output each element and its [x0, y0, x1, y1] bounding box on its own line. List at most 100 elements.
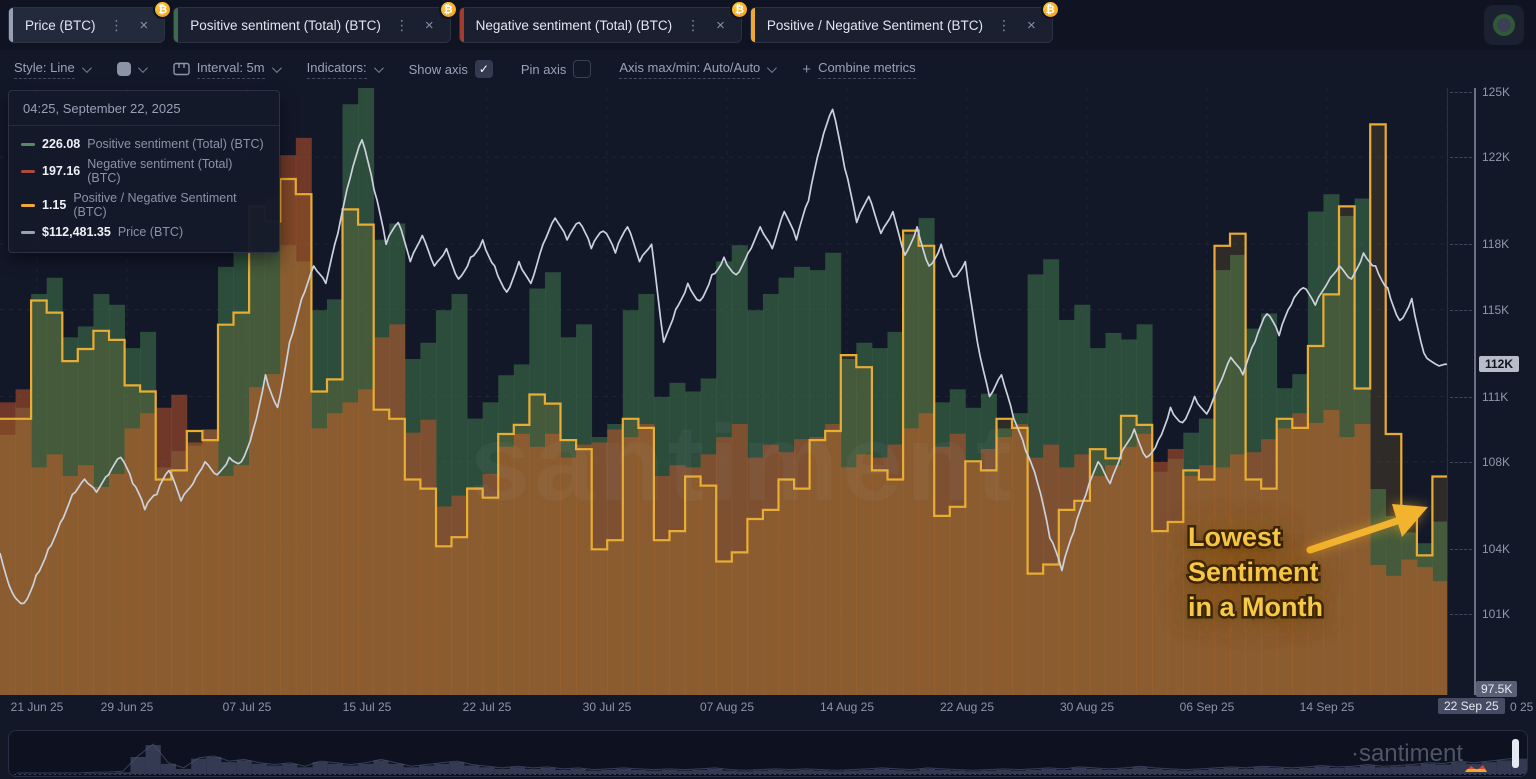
price-axis-line	[1474, 88, 1476, 695]
axis-tick-dash	[1450, 244, 1472, 246]
tab-metric-3[interactable]: Positive / Negative Sentiment (BTC) ⋮ × ₿	[749, 0, 1060, 43]
tab-menu-icon[interactable]: ⋮	[997, 16, 1012, 33]
santiment-logo-mark	[1465, 765, 1487, 772]
price-axis-label: 118K	[1482, 237, 1510, 252]
price-axis-label: 125K	[1482, 85, 1511, 99]
series-color-dash	[21, 230, 35, 234]
bitcoin-badge-icon: ₿	[729, 0, 749, 19]
minimap-canvas	[9, 743, 1527, 775]
tooltip-rows: 226.08 Positive sentiment (Total) (BTC) 19…	[9, 134, 279, 242]
tab-close-icon[interactable]: ×	[716, 16, 725, 34]
date-axis-label: 07 Aug 25	[699, 700, 755, 714]
axis-tick-dash	[1450, 548, 1472, 550]
style-label: Style: Line	[14, 60, 75, 79]
indicators-label: Indicators:	[306, 60, 367, 79]
tab-close-icon[interactable]: ×	[139, 16, 149, 34]
profile-button[interactable]	[1484, 5, 1524, 45]
pin-axis-toggle[interactable]: Pin axis	[521, 60, 592, 78]
axis-tick-dash	[1450, 157, 1472, 159]
tab-menu-icon[interactable]: ⋮	[394, 16, 409, 33]
axis-tick-dash	[1450, 396, 1472, 398]
tab-close-icon[interactable]: ×	[1027, 16, 1036, 34]
indicators-dropdown[interactable]: Indicators:	[306, 60, 384, 79]
tab-accent-bar	[9, 8, 13, 42]
date-axis-label: 21 Jun 25	[10, 700, 64, 714]
combine-metrics-button[interactable]: + Combine metrics	[802, 60, 916, 79]
date-axis-label: 14 Aug 25	[819, 700, 875, 714]
tab-strip: Price (BTC) ⋮ × ₿ Positive sentiment (Total)…	[8, 0, 1060, 43]
chart-canvas[interactable]	[0, 88, 1448, 695]
date-label-residual: 0 25	[1510, 700, 1534, 714]
price-axis-label: 101K	[1482, 607, 1511, 621]
interval-icon	[173, 62, 190, 76]
interval-dropdown[interactable]: Interval: 5m	[173, 60, 282, 79]
tab-menu-icon[interactable]: ⋮	[109, 16, 124, 33]
tooltip-row: 1.15 Positive / Negative Sentiment (BTC)	[9, 188, 279, 222]
chart-toolbar: Style: Line Interval: 5m Indicators: Sho…	[0, 50, 1536, 88]
price-axis-label: 111K	[1482, 389, 1509, 404]
tab-menu-icon[interactable]: ⋮	[686, 16, 701, 33]
tab-accent-bar	[174, 8, 179, 42]
tab-label: Price (BTC)	[25, 17, 96, 33]
hover-tooltip: 04:25, September 22, 2025 226.08 Positive…	[8, 90, 280, 253]
current-price-badge: 112K	[1479, 356, 1520, 373]
avatar-icon	[1493, 14, 1515, 36]
tab-metric-1[interactable]: Positive sentiment (Total) (BTC) ⋮ × ₿	[173, 0, 458, 43]
tooltip-value: 1.15	[42, 198, 67, 212]
show-axis-checkbox[interactable]: ✓	[474, 60, 493, 78]
chevron-down-icon	[271, 62, 282, 73]
color-swatch-dropdown[interactable]	[116, 62, 148, 76]
axis-tick-dash	[1450, 92, 1472, 93]
bitcoin-badge-icon: ₿	[438, 0, 458, 19]
series-color-dash	[21, 142, 35, 146]
minimap-scrubber-handle[interactable]	[1512, 739, 1519, 768]
style-dropdown[interactable]: Style: Line	[14, 60, 92, 79]
date-axis-label: 07 Jul 25	[222, 700, 272, 714]
chevron-down-icon	[137, 62, 148, 73]
axis-tick-dash	[1450, 614, 1472, 615]
tooltip-row: $112,481.35 Price (BTC)	[9, 222, 279, 242]
price-axis-label: 104K	[1482, 541, 1511, 556]
metric-tab-bar: Price (BTC) ⋮ × ₿ Positive sentiment (Total)…	[0, 0, 1536, 50]
show-axis-toggle[interactable]: Show axis ✓	[409, 60, 493, 78]
combine-metrics-label: Combine metrics	[818, 60, 916, 79]
pin-axis-label: Pin axis	[520, 61, 567, 77]
axis-maxmin-label: Axis max/min: Auto/Auto	[619, 60, 761, 79]
tooltip-row: 226.08 Positive sentiment (Total) (BTC)	[9, 134, 279, 154]
plot-right-edge	[1447, 88, 1448, 695]
tooltip-label: Price (BTC)	[117, 225, 184, 239]
price-axis-label: 108K	[1482, 454, 1511, 469]
axis-tick-dash	[1450, 461, 1472, 463]
tab-metric-2[interactable]: Negative sentiment (Total) (BTC) ⋮ × ₿	[458, 0, 749, 43]
date-axis-label: 15 Jul 25	[342, 700, 392, 714]
date-axis-label: 30 Aug 25	[1059, 700, 1115, 714]
chart-area: santiment 125K122K118K115K111K108K104K10…	[0, 85, 1536, 698]
tab-accent-bar	[459, 8, 464, 42]
tab-label: Positive / Negative Sentiment (BTC)	[766, 17, 984, 33]
tooltip-value: $112,481.35	[42, 225, 111, 239]
date-axis-label: 22 Jul 25	[462, 700, 512, 714]
pin-axis-checkbox[interactable]	[573, 60, 592, 78]
plus-icon: +	[802, 60, 812, 78]
bitcoin-badge-icon: ₿	[153, 0, 173, 19]
color-swatch-icon	[116, 62, 131, 76]
chevron-down-icon	[373, 62, 384, 73]
tooltip-row: 197.16 Negative sentiment (Total) (BTC)	[9, 154, 279, 188]
axis-min-badge: 97.5K	[1476, 681, 1518, 698]
timeline-minimap[interactable]: ·santiment	[8, 730, 1528, 777]
price-axis-label: 115K	[1482, 302, 1510, 317]
tab-metric-0[interactable]: Price (BTC) ⋮ × ₿	[8, 0, 173, 43]
show-axis-label: Show axis	[408, 61, 468, 77]
tab-label: Positive sentiment (Total) (BTC)	[190, 17, 381, 33]
tooltip-label: Positive sentiment (Total) (BTC)	[87, 137, 264, 151]
chevron-down-icon	[767, 62, 778, 73]
axis-maxmin-dropdown[interactable]: Axis max/min: Auto/Auto	[619, 60, 778, 79]
tooltip-value: 226.08	[42, 137, 81, 151]
date-axis-label: 22 Aug 25	[939, 700, 995, 714]
date-axis-label: 30 Jul 25	[582, 700, 632, 714]
tab-label: Negative sentiment (Total) (BTC)	[475, 17, 673, 33]
date-axis-label: 29 Jun 25	[100, 700, 154, 714]
tooltip-label: Positive / Negative Sentiment (BTC)	[73, 191, 237, 219]
tab-close-icon[interactable]: ×	[424, 16, 434, 34]
